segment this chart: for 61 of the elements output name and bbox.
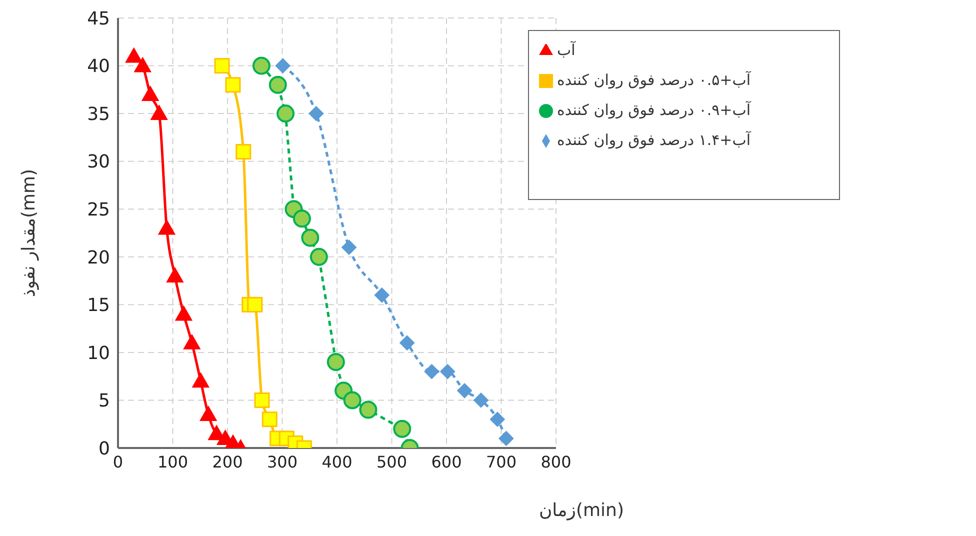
legend-label: آب+۰.۹ درصد فوق روان کننده [557,101,751,119]
point [150,105,168,120]
point [490,412,505,427]
legend-label: آب [557,41,576,59]
point [342,240,357,255]
x-tick-label: 500 [376,452,408,472]
point [424,364,440,380]
y-axis-title: مقدار نفوذ(mm) [18,168,40,298]
point [310,248,328,266]
point [326,353,345,371]
point [393,420,412,438]
point [142,86,159,101]
point [254,392,270,408]
point [252,56,270,75]
point [498,430,514,446]
point [200,406,217,422]
point [400,335,415,350]
point [183,334,200,350]
y-tick-label: 35 [87,104,110,125]
y-tick-label: 15 [87,295,110,316]
point [440,364,456,380]
point [262,412,278,428]
point [247,296,263,312]
x-tick-label: 800 [540,452,572,472]
point [301,228,320,247]
y-tick-label: 45 [87,8,110,30]
y-tick-label: 25 [87,200,110,220]
y-tick-label: 40 [87,56,110,78]
point [292,210,311,228]
point [166,268,184,282]
y-tick-label: 5 [98,390,110,412]
x-tick-label: 0 [112,452,124,472]
y-tick-label: 20 [87,247,110,268]
point [457,383,472,398]
point [214,58,230,74]
point [275,58,290,74]
x-tick-label: 300 [266,452,298,472]
point [473,392,488,408]
point [134,57,152,72]
y-tick-label: 30 [87,152,110,173]
point [225,77,241,93]
point [359,400,378,419]
point [343,391,362,410]
point [158,220,176,235]
point [125,48,142,63]
x-tick-label: 400 [322,452,352,472]
x-tick-label: 600 [431,452,462,472]
point [374,288,390,303]
legend-label: آب+۱.۴ درصد فوق روان کننده [557,131,751,149]
x-tick-label: 100 [157,452,188,472]
point [308,106,324,122]
x-tick-label: 200 [212,452,243,472]
point [268,76,287,94]
y-tick-label: 10 [87,342,110,364]
point [175,306,192,321]
x-axis-title: زمان(min) [538,500,624,521]
x-tick-label: 700 [486,452,517,472]
point [192,372,210,388]
point [236,144,252,160]
point [276,104,295,123]
legend-label: آب+۰.۵ درصد فوق روان کننده [557,71,751,89]
